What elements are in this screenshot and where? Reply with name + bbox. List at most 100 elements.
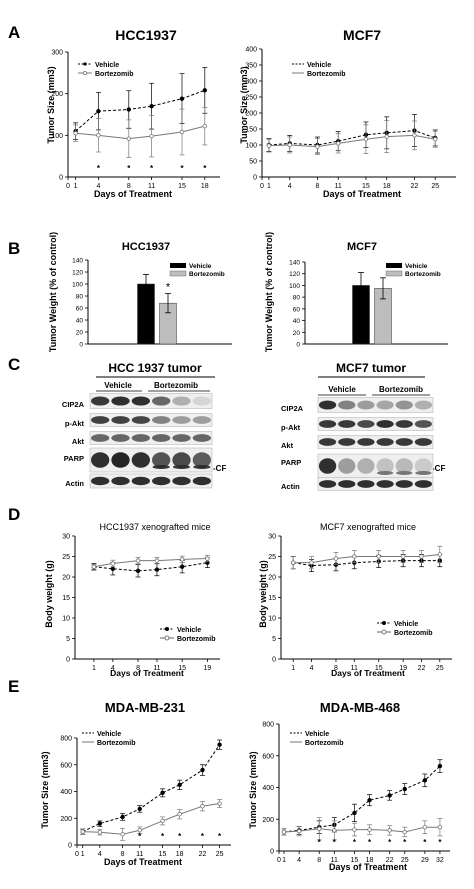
significance-marker: * — [438, 838, 442, 847]
group-label-vehicle: Vehicle — [104, 381, 132, 390]
legend-label: Bortezomib — [307, 71, 346, 78]
data-point — [96, 133, 101, 138]
blot-band — [152, 476, 171, 486]
row-label: Actin — [65, 479, 84, 488]
significance-marker: * — [388, 838, 392, 847]
panel-e-right-legend: Vehicle Bortezomib — [290, 731, 344, 747]
y-tick-label: 0 — [66, 657, 70, 664]
blot-band — [131, 396, 150, 406]
row-label: Akt — [72, 437, 85, 446]
data-point — [200, 767, 205, 773]
y-tick-label: 400 — [245, 47, 257, 54]
data-point — [177, 812, 182, 817]
y-tick-label: 50 — [249, 159, 257, 166]
data-point — [110, 561, 116, 566]
y-tick-label: 0 — [59, 175, 63, 182]
x-tick-label: 22 — [386, 857, 394, 864]
y-tick-label: 600 — [262, 753, 274, 760]
y-tick-label: 0 — [68, 843, 72, 850]
blot-band — [338, 458, 356, 474]
blot-band — [192, 396, 211, 406]
significance-marker: * — [127, 164, 131, 173]
group-label-vehicle: Vehicle — [328, 385, 356, 394]
y-tick-label: 0 — [79, 342, 83, 349]
y-tick-label: 60 — [76, 306, 84, 313]
y-tick-label: 10 — [62, 616, 70, 623]
blot-band — [91, 476, 110, 486]
panel-d-left-legend: Vehicle Bortezomib — [160, 627, 216, 643]
blot-band — [192, 452, 211, 468]
data-point — [367, 798, 372, 803]
blot-band — [172, 476, 191, 486]
blot-band — [376, 400, 394, 410]
y-tick-label: 400 — [262, 785, 274, 792]
y-tick-label: 15 — [62, 595, 70, 602]
y-tick-label: 250 — [245, 95, 257, 102]
panel-e-right-xlabel: Days of Treatment — [329, 862, 407, 872]
data-point — [97, 821, 103, 826]
y-tick-label: 20 — [293, 330, 301, 337]
data-point — [179, 129, 185, 135]
blot-band — [395, 438, 413, 446]
blot-bands — [89, 393, 434, 491]
data-point — [149, 103, 154, 109]
series-line-vehicle — [283, 765, 441, 833]
data-point — [80, 829, 85, 834]
blot-band — [318, 480, 337, 488]
panel-b-left-title: HCC1937 — [122, 241, 170, 253]
blot-band — [376, 458, 394, 474]
x-tick-label: 4 — [288, 183, 292, 190]
y-tick-label: 140 — [72, 258, 83, 265]
panel-a-left-title: HCC1937 — [115, 27, 177, 43]
panel-b-left-legend: Vehicle Bortezomib — [169, 263, 225, 278]
legend-label: Bortezomib — [95, 71, 134, 78]
y-tick-label: 80 — [293, 295, 301, 302]
data-point — [291, 560, 296, 565]
data-point — [422, 824, 428, 830]
blot-strip — [317, 453, 434, 479]
y-tick-label: 30 — [62, 534, 70, 541]
blot-band — [414, 458, 433, 474]
significance-marker: * — [403, 838, 407, 847]
data-point — [352, 810, 357, 816]
x-tick-label: 8 — [334, 665, 338, 672]
y-tick-label: 800 — [60, 736, 72, 743]
data-point — [367, 827, 372, 832]
data-point — [266, 143, 272, 148]
blot-band — [91, 434, 110, 442]
blot-band — [318, 458, 337, 474]
legend-label: Vehicle — [97, 731, 121, 738]
y-tick-label: 15 — [268, 595, 276, 602]
blot-band — [131, 452, 150, 468]
blot-band — [395, 458, 413, 474]
data-point — [317, 826, 322, 831]
y-tick-label: 350 — [245, 63, 257, 70]
x-tick-label: 11 — [148, 183, 155, 190]
panel-d-left-ylabel: Body weight (g) — [44, 560, 54, 628]
series-line-bortezomib — [293, 553, 440, 564]
data-point — [179, 564, 185, 569]
blot-band — [131, 416, 150, 424]
blot-band — [318, 400, 337, 410]
data-point — [287, 142, 292, 148]
x-tick-label: 11 — [351, 665, 358, 672]
panel-b-right-title: MCF7 — [347, 241, 377, 253]
significance-marker: * — [423, 838, 427, 847]
data-point — [137, 806, 142, 812]
panel-b-right-legend: Vehicle Bortezomib — [385, 263, 441, 278]
blot-strip — [89, 447, 213, 473]
panel-b-right-ylabel: Tumor Weight (% of control) — [264, 232, 274, 352]
x-tick-label: 29 — [421, 857, 429, 864]
data-point — [135, 568, 141, 574]
legend-label: Vehicle — [177, 627, 201, 634]
data-point — [149, 133, 154, 139]
panel-e-left-title: MDA-MB-231 — [105, 700, 185, 715]
legend-marker-bortezomib — [164, 635, 170, 641]
data-point — [336, 141, 341, 146]
data-point — [437, 763, 443, 769]
x-tick-label: 0 — [277, 857, 281, 864]
x-tick-label: 11 — [331, 857, 338, 864]
significance-marker: * — [333, 838, 337, 847]
y-tick-label: 400 — [60, 789, 72, 796]
